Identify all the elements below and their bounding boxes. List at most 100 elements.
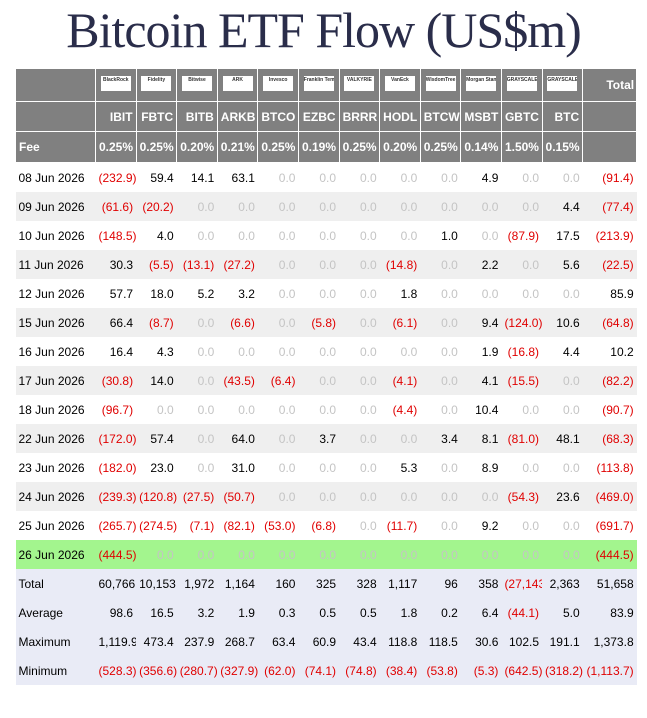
date: 22 Jun 2026 [15,424,96,453]
flow-value: 0.0 [420,192,461,221]
date: 23 Jun 2026 [18,460,85,475]
flow-value: 0.0 [562,170,580,185]
flow-value: 0.0 [278,170,296,185]
summary-value: (318.2) [542,656,583,685]
flow-value: 0.0 [257,308,299,337]
flow-value: 0.0 [522,170,540,185]
flow-value: 0.0 [522,518,540,533]
flow-value: 0.0 [257,482,299,511]
ticker: IBIT [95,101,137,132]
ticker: FBTC [135,101,178,132]
flow-value: 0.0 [420,366,461,395]
flow-value: 18.0 [150,286,174,301]
flow-table: BlackRock Fidelity Bitwise ARK Invesco Frankl… [15,68,638,685]
flow-value: 59.4 [150,170,174,185]
logo-cell: Fidelity [135,68,178,102]
flow-value: 3.7 [298,424,340,453]
flow-value: 0.0 [176,540,218,569]
flow-value: (96.7) [101,402,134,417]
ticker: BITB [176,101,218,132]
summary-value: 3.2 [176,598,218,627]
flow-value: 0.0 [278,344,296,359]
flow-value: 0.0 [298,192,340,221]
flow-value: (6.4) [257,366,299,395]
flow-value: 4.9 [481,170,499,185]
date: 10 Jun 2026 [18,228,85,243]
ticker: GBTC [500,101,543,132]
ticker: MSBT [460,101,502,132]
flow-value: 0.0 [501,192,543,221]
flow-value: 8.9 [481,460,499,475]
flow-value: 0.0 [420,482,461,511]
flow-value: 0.0 [542,366,583,395]
flow-value: (50.7) [217,482,258,511]
flow-value: 0.0 [319,402,337,417]
issuer-logo: Invesco [263,76,294,91]
flow-value: (91.4) [602,170,634,185]
flow-value: (124.0) [501,308,543,337]
flow-value: 0.0 [197,402,215,417]
flow-value: 0.0 [400,344,418,359]
blank-cell [15,68,96,102]
flow-value: (27.2) [217,250,258,279]
flow-value: (27.5) [176,482,218,511]
issuer-logo: Fidelity [141,76,172,91]
blank-cell [15,101,96,132]
flow-value: 0.0 [319,344,337,359]
flow-value: 0.0 [441,518,458,533]
fee: 0.25% [95,131,137,163]
summary-value: 30.6 [460,627,502,656]
flow-value: (232.9) [98,170,137,185]
summary-value: (5.3) [460,656,502,685]
summary-value: 51,658 [582,569,637,598]
flow-value: 0.0 [379,540,421,569]
summary-value: 10,153 [136,569,177,598]
summary-value: 16.5 [136,598,177,627]
flow-value: 14.1 [190,170,215,185]
flow-value: 0.0 [257,424,299,453]
flow-value: 0.0 [136,540,177,569]
fee: 0.21% [216,131,259,163]
date: 25 Jun 2026 [18,518,85,533]
blank-cell [582,101,638,132]
summary-value: 60,766 [95,569,137,598]
summary-value: 1,373.8 [582,627,637,656]
fee: 0.20% [176,131,218,163]
flow-value: (64.8) [582,308,637,337]
flow-value: 0.0 [359,344,377,359]
flow-value: (8.7) [136,308,177,337]
flow-value: 63.1 [231,170,255,185]
logo-cell: ARK [216,68,259,102]
flow-value: 1.9 [481,344,499,359]
flow-value: (87.9) [507,228,540,243]
flow-value: 0.0 [522,460,540,475]
flow-value: 0.0 [400,170,418,185]
flow-value: 0.0 [319,228,337,243]
table-row: 15 Jun 2026 66.4 (8.7) 0.0 (6.6) 0.0 (5.8) 0.0(… [15,308,637,337]
summary-value: 191.1 [542,627,583,656]
flow-value: 9.2 [481,518,499,533]
flow-value: 0.0 [420,250,461,279]
summary-value: (74.1) [298,656,340,685]
date: 15 Jun 2026 [15,308,96,337]
flow-value: (691.7) [595,518,634,533]
date: 16 Jun 2026 [18,344,85,359]
logo-cell: WisdomTree [419,68,462,102]
flow-value: (77.4) [582,192,637,221]
flow-value: 0.0 [298,250,340,279]
flow-value: (239.3) [95,482,137,511]
flow-value: 0.0 [501,250,543,279]
summary-value: 6.4 [460,598,502,627]
flow-value: (68.3) [582,424,637,453]
flow-value: 0.0 [298,366,340,395]
flow-value: 0.0 [441,286,458,301]
flow-value: 0.0 [238,402,255,417]
flow-value: 0.0 [359,170,377,185]
issuer-logo: Bitwise [181,76,212,91]
title: Bitcoin ETF Flow (US$m) [66,2,582,58]
summary-value: 0.2 [420,598,461,627]
summary-value: (38.4) [379,656,421,685]
flow-value: (274.5) [139,518,177,533]
flow-value: (22.5) [582,250,637,279]
blank-cell [582,131,638,163]
